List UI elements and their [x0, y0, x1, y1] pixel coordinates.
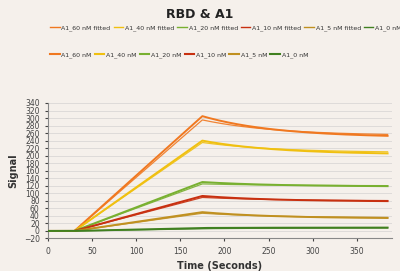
Legend: A1_60 nM, A1_40 nM, A1_20 nM, A1_10 nM, A1_5 nM, A1_0 nM: A1_60 nM, A1_40 nM, A1_20 nM, A1_10 nM, …: [48, 49, 310, 60]
X-axis label: Time (Seconds): Time (Seconds): [178, 261, 262, 271]
Text: RBD & A1: RBD & A1: [166, 8, 234, 21]
Y-axis label: Signal: Signal: [8, 153, 18, 188]
